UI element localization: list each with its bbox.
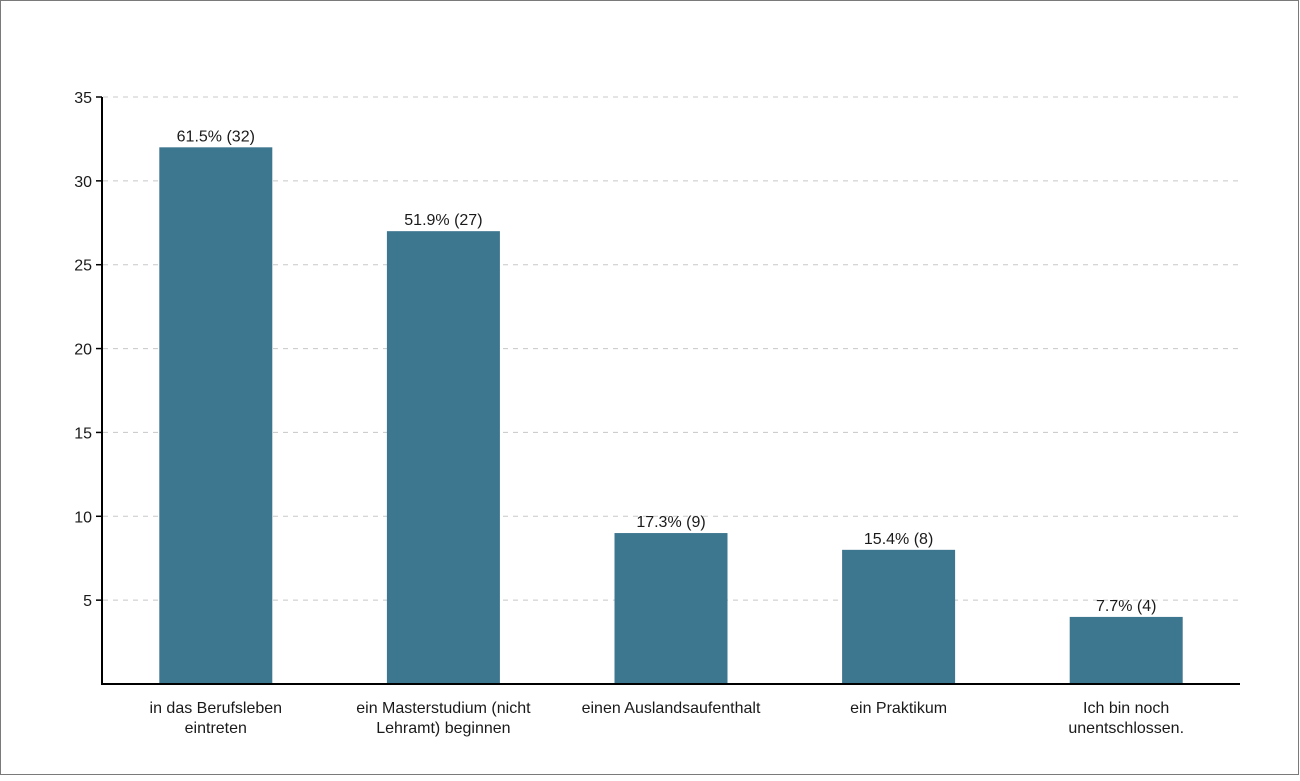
category-label: eintreten	[185, 720, 247, 737]
y-tick-label: 15	[74, 425, 92, 442]
labels: 5 10 15 20 25 30 35 61.5% (32) in das Berufslebe…	[74, 90, 1184, 737]
category-label: Lehramt) beginnen	[376, 720, 510, 737]
bar	[1069, 616, 1183, 684]
category-label: Ich bin noch	[1083, 700, 1169, 717]
y-tick-label: 35	[74, 90, 92, 107]
bar	[159, 147, 273, 685]
data-label: 15.4% (8)	[864, 531, 933, 548]
data-label: 51.9% (27)	[404, 212, 482, 229]
bar	[614, 533, 728, 684]
data-label: 61.5% (32)	[177, 128, 255, 145]
data-label: 7.7% (4)	[1096, 598, 1156, 615]
bar	[842, 549, 956, 684]
category-label: unentschlossen.	[1068, 720, 1184, 737]
bars	[159, 147, 1183, 685]
y-tick-label: 25	[74, 258, 92, 275]
y-tick-label: 5	[83, 593, 92, 610]
category-label: ein Praktikum	[850, 700, 947, 717]
category-label: einen Auslandsaufenthalt	[582, 700, 761, 717]
bar	[386, 231, 500, 684]
axes	[96, 96, 1240, 685]
category-label: in das Berufsleben	[150, 700, 283, 717]
y-tick-label: 30	[74, 174, 92, 191]
data-label: 17.3% (9)	[636, 514, 705, 531]
y-tick-label: 20	[74, 342, 92, 359]
y-tick-label: 10	[74, 509, 92, 526]
category-label: ein Masterstudium (nicht	[356, 700, 531, 717]
